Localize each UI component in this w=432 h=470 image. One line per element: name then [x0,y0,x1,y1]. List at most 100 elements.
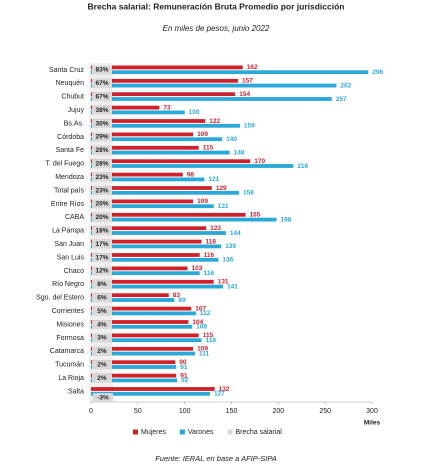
gap-label: 6% [97,295,107,302]
gap-label: 17% [95,241,108,248]
value-label: 109 [197,131,208,138]
bar [91,217,277,222]
y-tick-label: Total país [54,187,84,194]
y-tick-label: Chaco [64,268,84,275]
value-label: 83 [173,292,181,299]
y-tick-label: T. del Fuego [45,161,84,168]
bar [91,324,193,329]
gap-box [92,132,112,142]
value-label: 141 [227,283,238,290]
gap-label: 4% [97,321,107,328]
bar [91,70,369,75]
bar [91,212,246,217]
value-label: 296 [372,69,383,76]
bar [91,199,194,204]
value-label: 100 [189,109,200,116]
gap-label: 8% [97,281,107,288]
value-label: 91 [180,364,188,371]
y-tick-label: La Pampa [52,228,84,235]
y-tick-label: Jujuy [68,107,85,114]
y-tick-label: Catamarca [50,348,84,355]
bar [91,266,188,271]
value-label: 122 [209,118,220,125]
gap-box [92,266,112,276]
legend-label: Mujeres [141,429,166,436]
gap-label: 67% [95,94,108,101]
x-tick-label: 300 [366,408,378,415]
value-label: 91 [180,372,188,379]
value-label: 118 [206,337,217,344]
bar [91,373,177,378]
gap-label: 28% [95,147,108,154]
bar [91,360,176,365]
value-label: 154 [239,91,250,98]
y-tick-label: Mendoza [55,174,84,181]
value-label: 116 [204,270,215,277]
bar [91,298,175,302]
bar [91,123,240,128]
bar [91,132,194,137]
bar [91,105,160,110]
value-label: 159 [244,123,255,130]
gap-label: 29% [95,134,108,141]
y-tick-label: San Juan [54,241,84,248]
y-tick-label: CABA [65,214,84,221]
bar [91,244,222,249]
value-label: 257 [336,96,347,103]
gap-box [92,119,112,129]
bar [91,177,205,182]
bar [91,271,200,276]
bar [91,145,199,150]
bar [91,159,251,164]
gap-label: 12% [95,268,108,275]
x-tick-label: 150 [226,408,238,415]
bar [91,172,183,177]
bar [91,257,219,262]
y-tick-label: San Luis [57,254,85,261]
bar [91,387,215,391]
bar [91,311,196,316]
value-label: 162 [247,64,258,71]
x-tick-label: 100 [179,408,191,415]
value-label: 92 [181,377,189,384]
y-tick-label: Río Negro [52,281,84,288]
gap-label: 2% [97,348,107,355]
value-label: 139 [225,243,236,250]
gap-label: 23% [95,187,108,194]
bar [91,150,230,155]
gap-box [92,186,112,196]
gap-label: 30% [95,120,108,127]
bar [91,239,202,244]
y-tick-label: Santa Cruz [49,67,85,74]
value-label: 129 [216,185,227,192]
value-label: 144 [230,230,241,237]
value-label: 170 [254,158,265,165]
value-label: 112 [200,310,211,317]
gap-label: 3% [97,335,107,342]
bar [91,346,194,351]
value-label: 108 [196,324,207,331]
bar [91,226,207,231]
gap-box [92,373,112,383]
value-label: 103 [191,265,202,272]
value-label: 262 [340,82,351,89]
chart-subtitle: En miles de pesos, junio 2022 [163,24,270,33]
gap-label: 18% [95,228,108,235]
y-tick-label: Misiones [56,321,84,328]
gap-label: 28% [95,161,108,168]
bar [91,231,226,235]
gap-box [92,159,112,169]
value-label: 216 [297,163,308,170]
x-tick-label: 250 [319,408,331,415]
value-label: 131 [218,279,229,286]
value-label: 107 [195,305,206,312]
value-label: 118 [206,238,217,245]
bar [91,378,178,383]
bar [91,204,214,209]
value-label: 98 [187,171,195,178]
bar [91,253,200,257]
gap-box [92,306,112,316]
y-tick-label: Formosa [56,335,84,342]
bar [91,78,239,83]
